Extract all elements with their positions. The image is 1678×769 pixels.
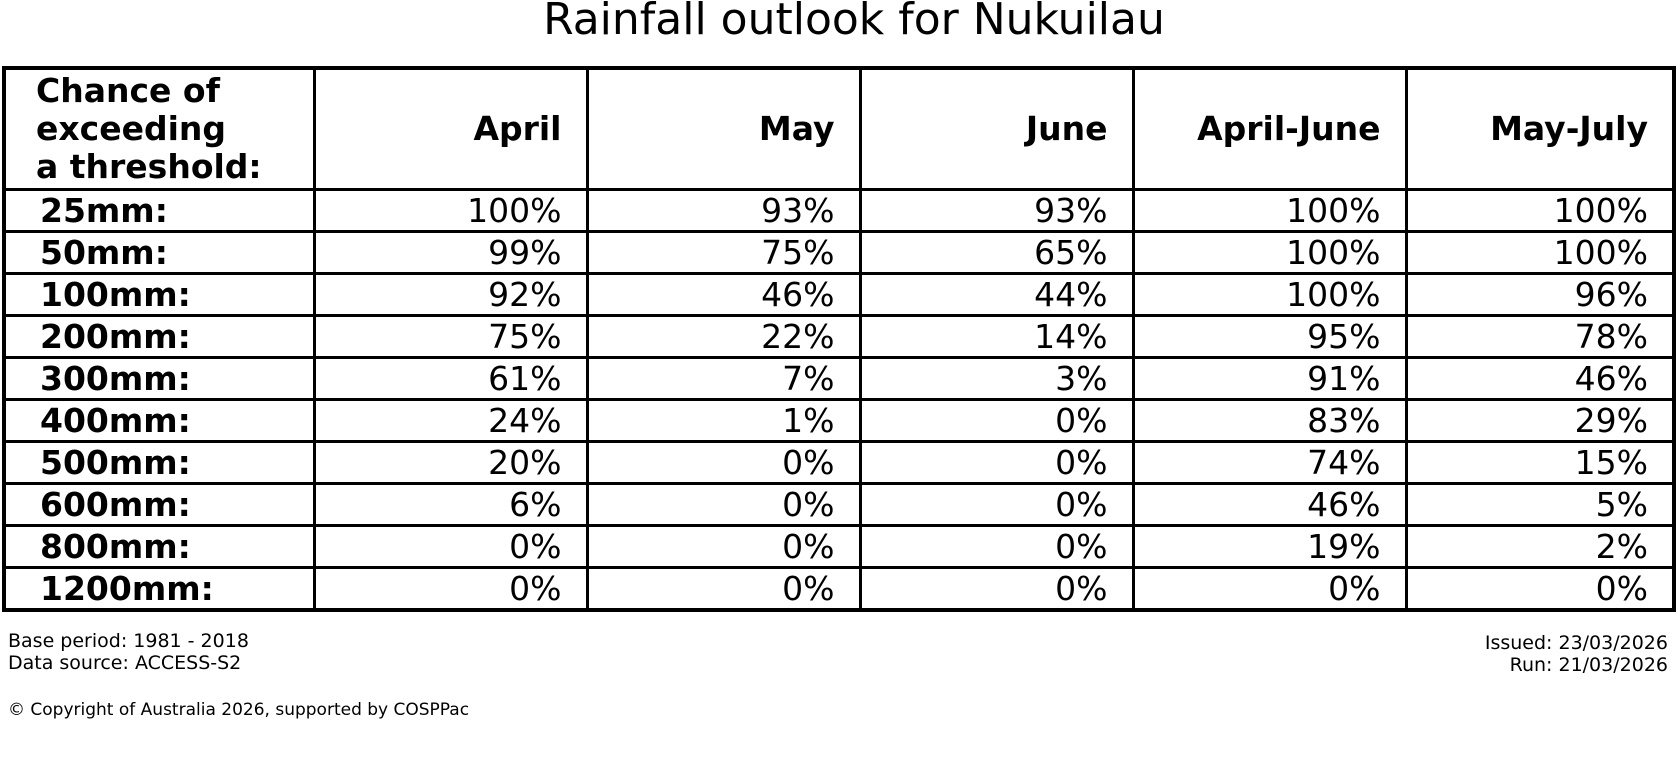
table-row: 200mm: 75% 22% 14% 95% 78% — [2, 313, 1676, 359]
probability-cell: 99% — [312, 229, 589, 275]
threshold-label: 800mm: — [2, 523, 316, 569]
probability-cell: 44% — [858, 271, 1135, 317]
probability-cell: 100% — [1404, 229, 1676, 275]
probability-cell: 0% — [858, 523, 1135, 569]
table-header-row: Chance of exceeding a threshold: April May… — [2, 66, 1676, 191]
table-row: 500mm: 20% 0% 0% 74% 15% — [2, 439, 1676, 485]
probability-cell: 46% — [1404, 355, 1676, 401]
probability-cell: 0% — [858, 397, 1135, 443]
probability-cell: 96% — [1404, 271, 1676, 317]
probability-cell: 0% — [858, 481, 1135, 527]
table-row: 300mm: 61% 7% 3% 91% 46% — [2, 355, 1676, 401]
column-header: April-June — [1131, 66, 1408, 191]
probability-cell: 22% — [585, 313, 862, 359]
table-row: 25mm: 100% 93% 93% 100% 100% — [2, 187, 1676, 233]
probability-cell: 0% — [585, 565, 862, 611]
copyright-notice: © Copyright of Australia 2026, supported… — [8, 700, 470, 720]
probability-cell: 93% — [858, 187, 1135, 233]
probability-cell: 1% — [585, 397, 862, 443]
probability-cell: 7% — [585, 355, 862, 401]
probability-cell: 75% — [585, 229, 862, 275]
table-row: 1200mm: 0% 0% 0% 0% 0% — [2, 565, 1676, 611]
table-row: 100mm: 92% 46% 44% 100% 96% — [2, 271, 1676, 317]
data-source-text: Data source: ACCESS-S2 — [8, 652, 242, 674]
probability-cell: 15% — [1404, 439, 1676, 485]
probability-cell: 14% — [858, 313, 1135, 359]
table-row: 800mm: 0% 0% 0% 19% 2% — [2, 523, 1676, 569]
column-header: May-July — [1404, 66, 1676, 191]
threshold-label: 100mm: — [2, 271, 316, 317]
column-header: May — [585, 66, 862, 191]
run-date-text: Run: 21/03/2026 — [1509, 654, 1668, 676]
probability-cell: 5% — [1404, 481, 1676, 527]
probability-cell: 29% — [1404, 397, 1676, 443]
probability-cell: 91% — [1131, 355, 1408, 401]
probability-cell: 78% — [1404, 313, 1676, 359]
probability-cell: 2% — [1404, 523, 1676, 569]
probability-cell: 6% — [312, 481, 589, 527]
probability-cell: 61% — [312, 355, 589, 401]
table-row: 50mm: 99% 75% 65% 100% 100% — [2, 229, 1676, 275]
probability-cell: 100% — [1131, 271, 1408, 317]
probability-cell: 93% — [585, 187, 862, 233]
probability-cell: 0% — [312, 565, 589, 611]
probability-cell: 74% — [1131, 439, 1408, 485]
probability-cell: 65% — [858, 229, 1135, 275]
probability-cell: 100% — [1131, 187, 1408, 233]
footer-meta-left: Base period: 1981 - 2018 Data source: AC… — [8, 630, 249, 674]
probability-cell: 0% — [858, 439, 1135, 485]
probability-cell: 0% — [858, 565, 1135, 611]
probability-cell: 0% — [585, 481, 862, 527]
probability-cell: 83% — [1131, 397, 1408, 443]
threshold-label: 25mm: — [2, 187, 316, 233]
table-row: 600mm: 6% 0% 0% 46% 5% — [2, 481, 1676, 527]
column-header: April — [312, 66, 589, 191]
probability-cell: 95% — [1131, 313, 1408, 359]
probability-cell: 0% — [1131, 565, 1408, 611]
rainfall-probability-table: Chance of exceeding a threshold: April May… — [2, 66, 1676, 612]
probability-cell: 0% — [312, 523, 589, 569]
page-title: Rainfall outlook for Nukuilau — [543, 0, 1165, 45]
footer-meta-right: Issued: 23/03/2026 Run: 21/03/2026 — [1485, 632, 1668, 676]
table-row: 400mm: 24% 1% 0% 83% 29% — [2, 397, 1676, 443]
threshold-label: 1200mm: — [2, 565, 316, 611]
threshold-label: 400mm: — [2, 397, 316, 443]
probability-cell: 0% — [585, 523, 862, 569]
probability-cell: 3% — [858, 355, 1135, 401]
base-period-text: Base period: 1981 - 2018 — [8, 630, 249, 652]
threshold-label: 300mm: — [2, 355, 316, 401]
probability-cell: 46% — [585, 271, 862, 317]
threshold-label: 50mm: — [2, 229, 316, 275]
probability-cell: 100% — [1131, 229, 1408, 275]
probability-cell: 92% — [312, 271, 589, 317]
threshold-label: 600mm: — [2, 481, 316, 527]
probability-cell: 19% — [1131, 523, 1408, 569]
probability-cell: 0% — [1404, 565, 1676, 611]
probability-cell: 100% — [312, 187, 589, 233]
probability-cell: 20% — [312, 439, 589, 485]
column-header: June — [858, 66, 1135, 191]
probability-cell: 24% — [312, 397, 589, 443]
threshold-label: 200mm: — [2, 313, 316, 359]
probability-cell: 100% — [1404, 187, 1676, 233]
probability-cell: 0% — [585, 439, 862, 485]
table-body: 25mm: 100% 93% 93% 100% 100% 50mm: 99% 75% 65% 100… — [2, 187, 1676, 611]
column-header-threshold: Chance of exceeding a threshold: — [2, 66, 316, 191]
probability-cell: 46% — [1131, 481, 1408, 527]
threshold-label: 500mm: — [2, 439, 316, 485]
probability-cell: 75% — [312, 313, 589, 359]
issued-date-text: Issued: 23/03/2026 — [1484, 632, 1668, 654]
